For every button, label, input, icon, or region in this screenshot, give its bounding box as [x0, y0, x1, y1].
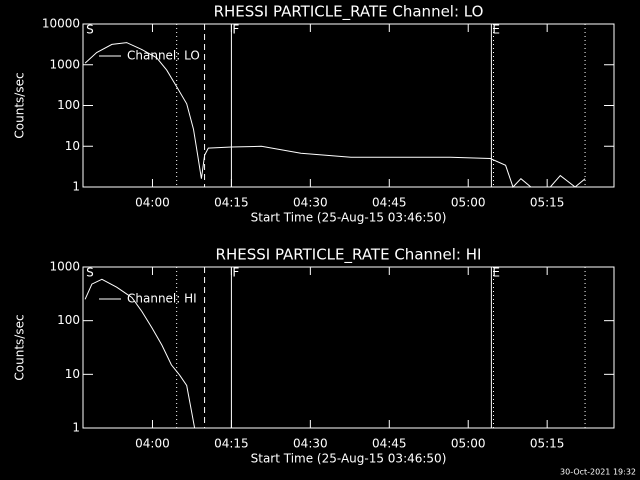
- y-tick-label: 10: [65, 367, 80, 381]
- legend-label: Channel: LO: [127, 49, 200, 63]
- y-tick-label: 100: [57, 313, 80, 327]
- x-tick-label: 04:00: [135, 437, 170, 451]
- footer: 30-Oct-2021 19:32: [560, 468, 636, 477]
- x-tick-label: 04:45: [372, 437, 407, 451]
- x-axis-title: Start Time (25-Aug-15 03:46:50): [251, 211, 447, 225]
- legend-label: Channel: HI: [127, 292, 197, 306]
- x-tick-label: 04:45: [372, 196, 407, 210]
- data-line: [84, 278, 196, 429]
- y-tick-label: 1: [72, 180, 80, 194]
- y-axis-title: Counts/sec: [13, 314, 27, 380]
- y-tick-label: 10: [65, 139, 80, 153]
- x-tick-label: 05:00: [451, 196, 486, 210]
- marker-label: F: [232, 266, 239, 280]
- y-tick-label: 1000: [49, 260, 80, 274]
- y-tick-label: 1000: [49, 57, 80, 71]
- x-axis-title: Start Time (25-Aug-15 03:46:50): [251, 452, 447, 466]
- marker-label: S: [86, 23, 94, 37]
- chart-title: RHESSI PARTICLE_RATE Channel: LO: [214, 3, 484, 22]
- marker-label: F: [232, 23, 239, 37]
- chart-title: RHESSI PARTICLE_RATE Channel: HI: [216, 246, 482, 265]
- plot-frame: [82, 266, 615, 429]
- y-axis-title: Counts/sec: [13, 72, 27, 138]
- marker-label: S: [86, 266, 94, 280]
- x-tick-label: 04:00: [135, 196, 170, 210]
- x-tick-label: 05:15: [530, 437, 565, 451]
- x-tick-label: 05:00: [451, 437, 486, 451]
- x-tick-label: 04:30: [293, 437, 328, 451]
- marker-label: E: [492, 266, 500, 280]
- y-tick-label: 1: [72, 421, 80, 435]
- y-tick-label: 100: [57, 98, 80, 112]
- x-tick-label: 04:15: [214, 196, 249, 210]
- data-line: [84, 42, 586, 188]
- marker-label: E: [492, 23, 500, 37]
- x-tick-label: 05:15: [530, 196, 565, 210]
- x-tick-label: 04:15: [214, 437, 249, 451]
- y-tick-label: 10000: [42, 17, 80, 31]
- x-tick-label: 04:30: [293, 196, 328, 210]
